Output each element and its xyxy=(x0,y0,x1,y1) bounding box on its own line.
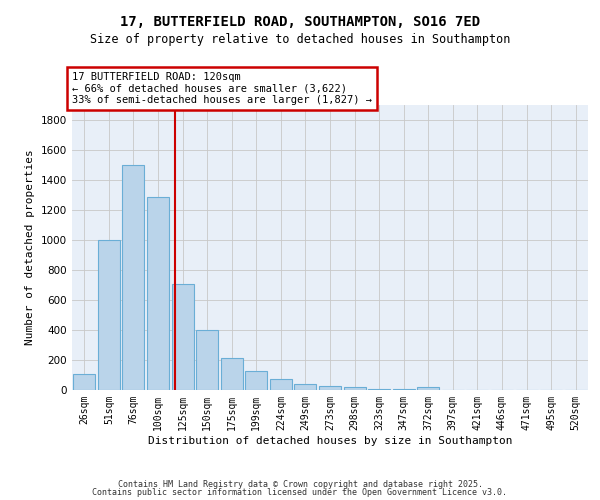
Bar xyxy=(368,388,390,390)
Bar xyxy=(245,370,268,390)
Bar xyxy=(196,330,218,390)
Bar xyxy=(392,388,415,390)
Bar xyxy=(147,196,169,390)
Bar xyxy=(221,358,243,390)
Bar xyxy=(295,384,316,390)
Bar xyxy=(270,379,292,390)
Bar xyxy=(172,284,194,390)
Bar xyxy=(98,240,120,390)
Bar xyxy=(417,387,439,390)
Bar xyxy=(73,374,95,390)
Text: Size of property relative to detached houses in Southampton: Size of property relative to detached ho… xyxy=(90,32,510,46)
Text: Contains public sector information licensed under the Open Government Licence v3: Contains public sector information licen… xyxy=(92,488,508,497)
Bar xyxy=(122,165,145,390)
Text: 17, BUTTERFIELD ROAD, SOUTHAMPTON, SO16 7ED: 17, BUTTERFIELD ROAD, SOUTHAMPTON, SO16 … xyxy=(120,15,480,29)
Text: 17 BUTTERFIELD ROAD: 120sqm
← 66% of detached houses are smaller (3,622)
33% of : 17 BUTTERFIELD ROAD: 120sqm ← 66% of det… xyxy=(72,72,372,105)
Y-axis label: Number of detached properties: Number of detached properties xyxy=(25,150,35,346)
Bar xyxy=(344,387,365,390)
Bar xyxy=(319,386,341,390)
Text: Contains HM Land Registry data © Crown copyright and database right 2025.: Contains HM Land Registry data © Crown c… xyxy=(118,480,482,489)
X-axis label: Distribution of detached houses by size in Southampton: Distribution of detached houses by size … xyxy=(148,436,512,446)
